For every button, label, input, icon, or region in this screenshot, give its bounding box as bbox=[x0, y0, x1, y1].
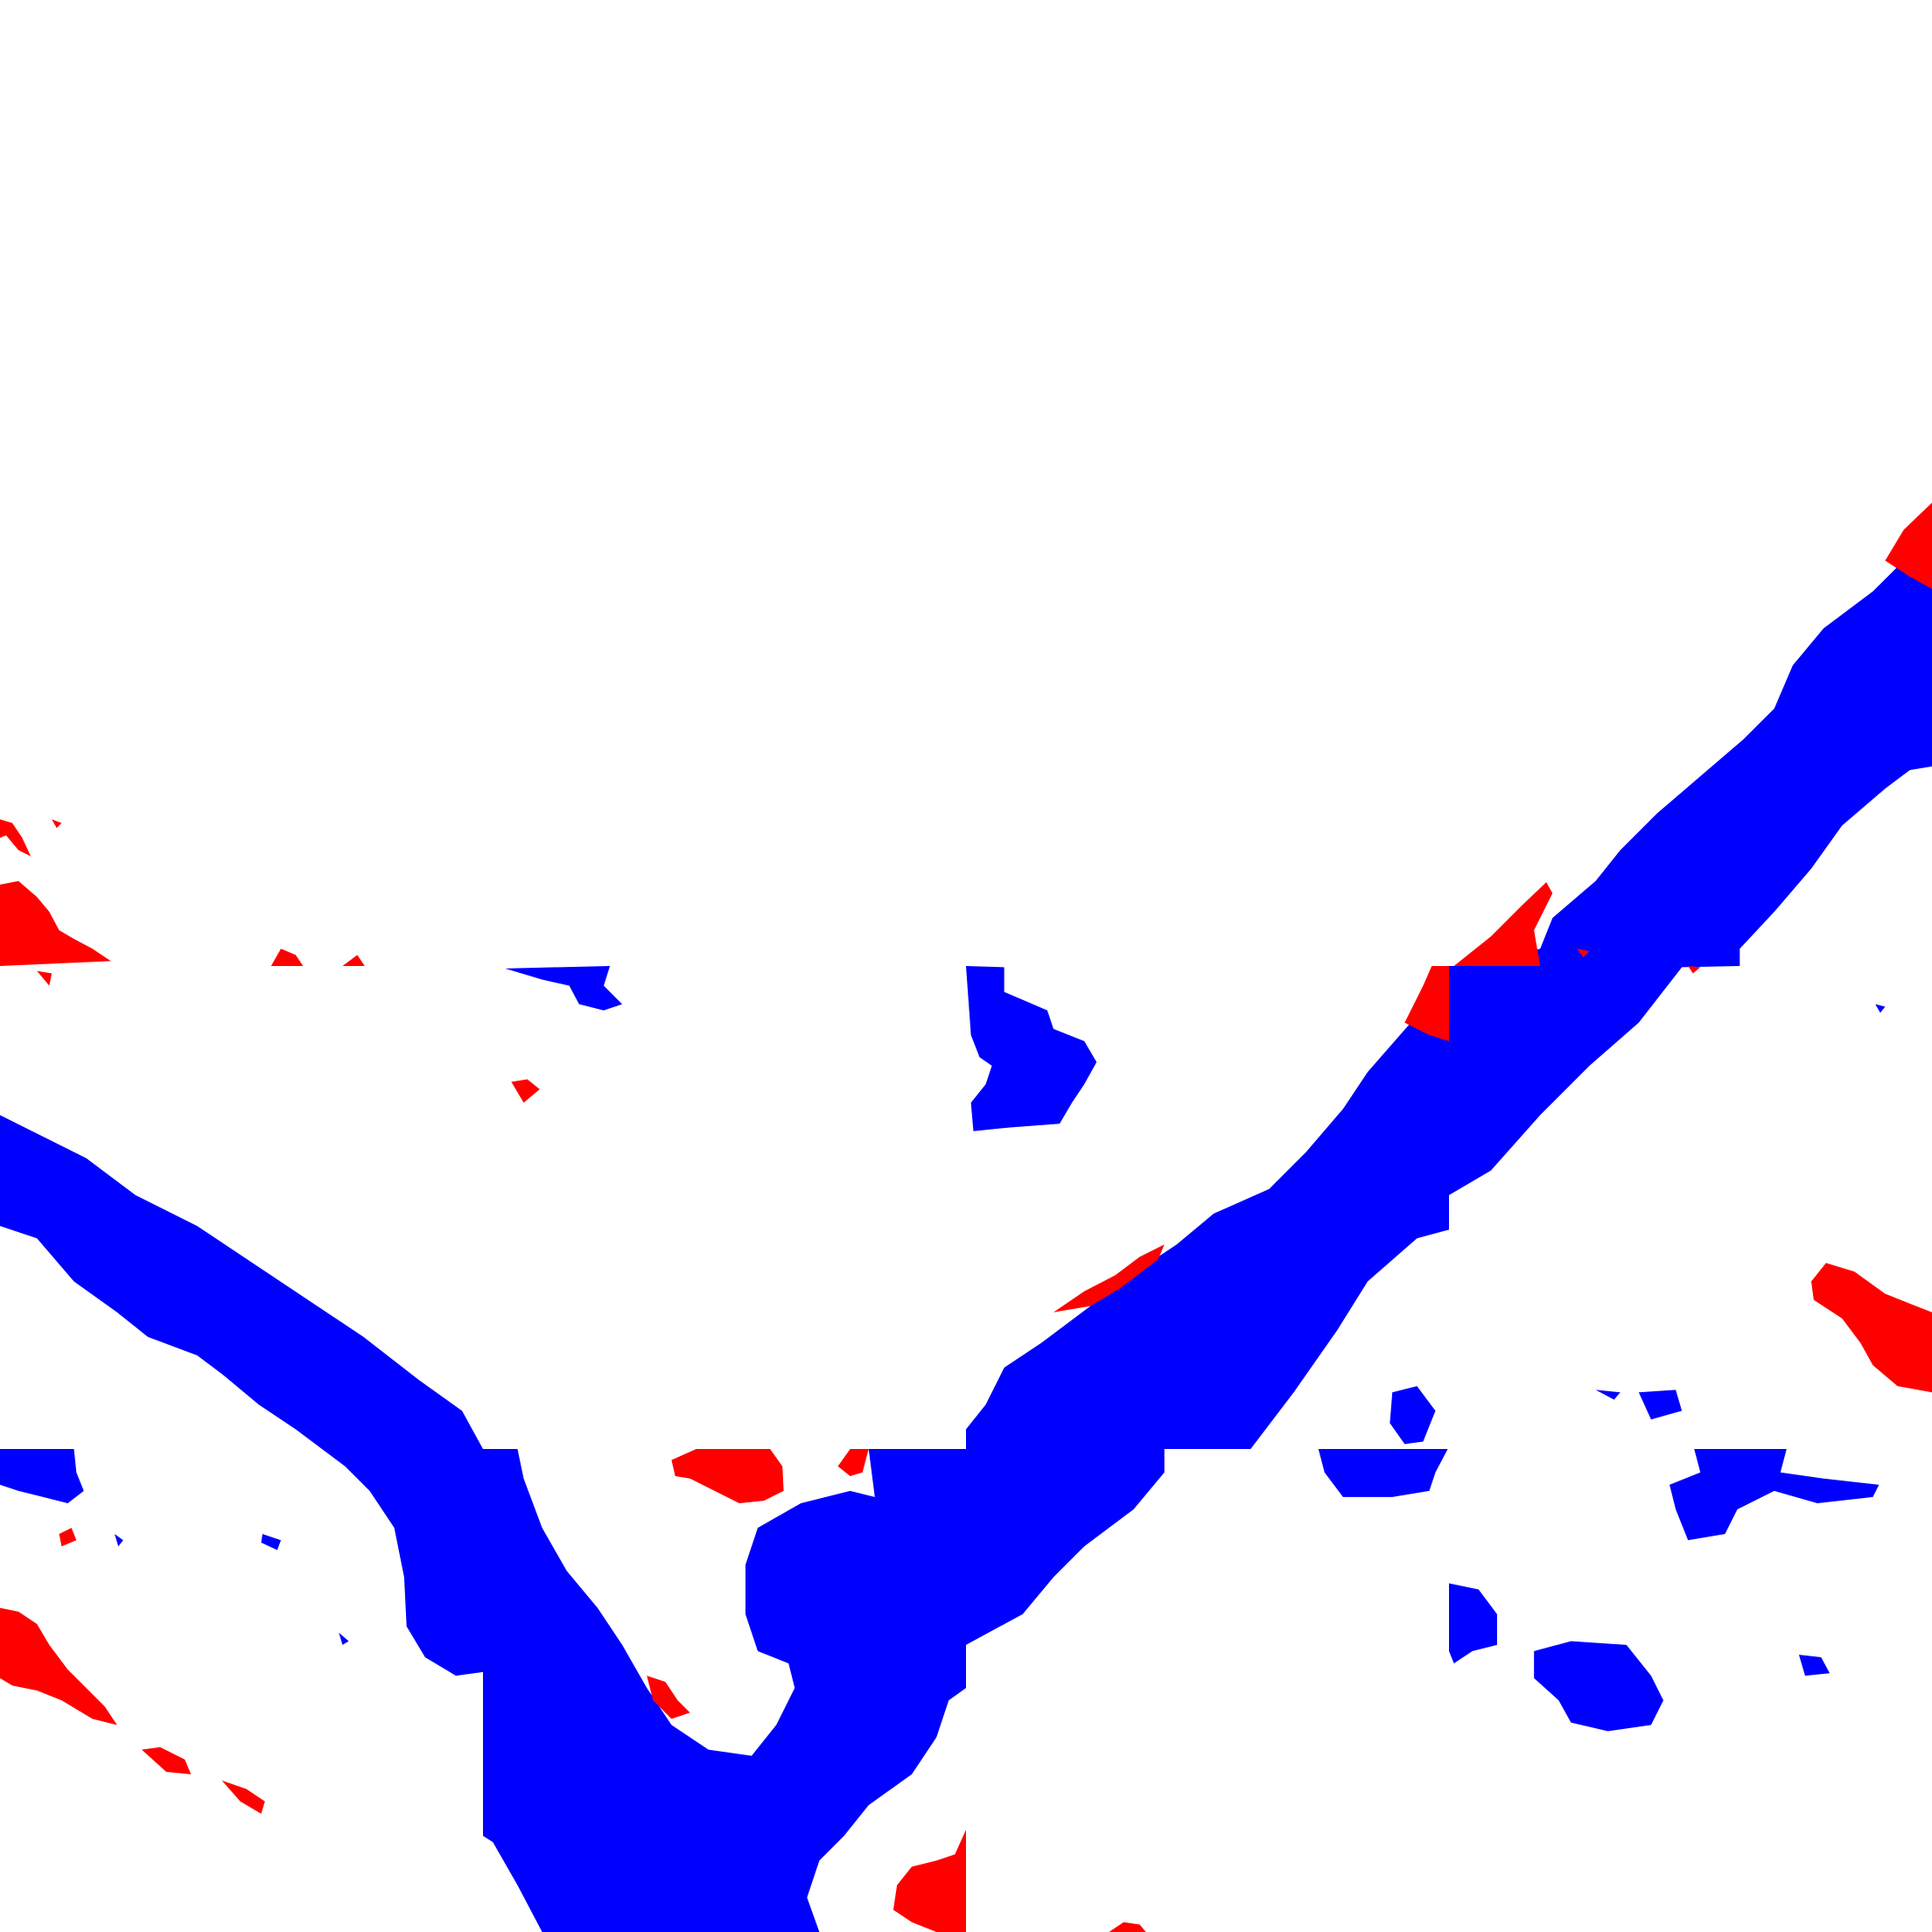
red-patch-center-2 bbox=[837, 1449, 869, 1476]
blue-patch-right-4 bbox=[1318, 1449, 1448, 1497]
blue-patch-right-8 bbox=[1798, 1655, 1830, 1676]
red-patch-left-low-3 bbox=[141, 1746, 192, 1774]
blue-patch-right-5 bbox=[1670, 1449, 1880, 1541]
red-regions bbox=[0, 502, 1932, 1932]
red-patch-center-3 bbox=[647, 1676, 690, 1719]
red-patch-center-1 bbox=[671, 1449, 784, 1503]
blue-patch-right-9 bbox=[1875, 1004, 1886, 1013]
red-patch-diag-5 bbox=[1688, 966, 1701, 974]
blue-patch-left-1 bbox=[0, 1449, 84, 1503]
red-patch-top-left-1 bbox=[0, 819, 32, 857]
red-patch-mid-1 bbox=[511, 1079, 540, 1103]
red-patch-top-left-3 bbox=[52, 819, 62, 829]
blue-left-band bbox=[0, 1115, 1165, 1932]
red-patch-bottom-2 bbox=[1109, 1922, 1146, 1932]
blue-patch-left-2 bbox=[261, 1534, 282, 1550]
red-patch-top-left-4 bbox=[270, 948, 304, 966]
blue-patch-right-6 bbox=[1449, 1583, 1497, 1664]
red-patch-top-left-2 bbox=[0, 880, 111, 966]
red-patch-diag-6 bbox=[1053, 1244, 1165, 1312]
red-patch-right-1 bbox=[1811, 1263, 1932, 1393]
red-patch-top-left-5 bbox=[342, 955, 365, 966]
red-patch-diag-4 bbox=[1577, 948, 1590, 958]
blue-patch-right-1 bbox=[1390, 1386, 1436, 1445]
red-patch-top-left-6 bbox=[37, 970, 52, 986]
red-patch-left-low-2 bbox=[59, 1528, 77, 1547]
red-patch-left-low-4 bbox=[221, 1780, 265, 1814]
blue-patch-top-1 bbox=[505, 966, 623, 1011]
red-patch-diag-2 bbox=[1453, 882, 1553, 966]
blue-patch-right-7 bbox=[1534, 1641, 1664, 1732]
red-patch-diag-1 bbox=[1885, 502, 1932, 590]
red-patch-diag-3 bbox=[1404, 966, 1449, 1041]
red-patch-bottom-1 bbox=[892, 1830, 966, 1932]
blue-patch-right-3 bbox=[1595, 1390, 1620, 1400]
blue-patch-left-3 bbox=[114, 1534, 123, 1547]
blue-patch-left-4 bbox=[339, 1632, 349, 1645]
blue-patch-right-2 bbox=[1638, 1390, 1683, 1420]
red-patch-left-low-1 bbox=[0, 1607, 117, 1726]
blue-patch-top-2 bbox=[966, 966, 1097, 1131]
